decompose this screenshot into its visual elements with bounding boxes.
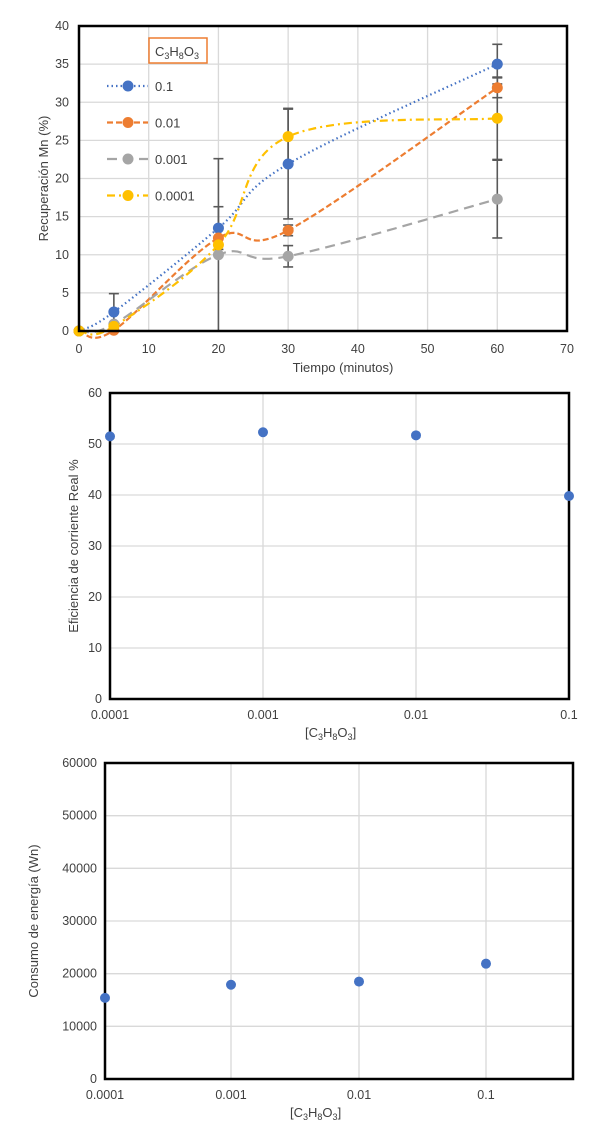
- x-tick-label: 0.1: [477, 1088, 494, 1102]
- y-axis-title: Consumo de energía (Wn): [26, 844, 41, 997]
- y-tick-label: 40000: [62, 861, 97, 875]
- data-point: [411, 430, 421, 441]
- x-tick-label: 50: [421, 342, 435, 356]
- legend: C3H8O3 0.1 0.01 0.001 0.0001: [107, 37, 208, 204]
- legend-title-box: [148, 37, 208, 64]
- legend-marker: [122, 190, 134, 201]
- data-point: [100, 992, 110, 1003]
- y-tick-label: 40: [55, 19, 69, 33]
- y-tick-label: 60: [88, 386, 102, 400]
- data-point: [354, 976, 364, 987]
- legend-title: C3H8O3: [155, 44, 199, 61]
- data-point: [226, 979, 236, 990]
- data-point: [491, 193, 503, 205]
- plot-frame: [77, 24, 569, 333]
- data-point: [491, 82, 503, 94]
- recovery-line-chart: 0 5 10 15 20 25 30 35 40 0 10 20 30 40 50 60 70 Tiempo (m…: [36, 19, 574, 375]
- x-tick-label: 40: [351, 342, 365, 356]
- data-point: [108, 320, 120, 332]
- y-tick-label: 20: [55, 172, 69, 186]
- legend-marker: [122, 80, 134, 92]
- x-tick-label: 10: [142, 342, 156, 356]
- y-tick-label: 30000: [62, 914, 97, 928]
- legend-label: 0.01: [155, 116, 180, 131]
- x-tick-label: 20: [211, 342, 225, 356]
- x-tick-label: 70: [560, 342, 574, 356]
- plot-frame: [108, 391, 571, 701]
- data-point: [491, 58, 503, 70]
- data-point: [212, 249, 224, 261]
- y-tick-label: 10: [88, 641, 102, 655]
- x-tick-label: 0.01: [404, 708, 428, 722]
- data-point: [564, 491, 574, 502]
- x-axis-title: [C3H8O3]: [290, 1105, 341, 1122]
- x-axis-title: [C3H8O3]: [305, 725, 356, 742]
- y-tick-label: 5: [62, 286, 69, 300]
- y-tick-label: 30: [55, 95, 69, 109]
- data-point: [212, 222, 224, 234]
- x-axis-title: Tiempo (minutos): [293, 360, 394, 375]
- legend-label: 0.1: [155, 79, 173, 94]
- data-point: [108, 306, 120, 318]
- data-point: [282, 158, 294, 170]
- legend-marker: [122, 117, 134, 128]
- data-point: [105, 431, 115, 442]
- x-tick-label: 0.001: [247, 708, 278, 722]
- data-point: [282, 250, 294, 262]
- x-tick-label: 0.01: [347, 1088, 371, 1102]
- plot-area: [110, 393, 569, 699]
- legend-label: 0.001: [155, 152, 188, 167]
- plot-area: [73, 26, 567, 339]
- x-tick-label: 0.0001: [86, 1088, 124, 1102]
- y-tick-label: 0: [90, 1072, 97, 1086]
- y-tick-label: 20000: [62, 967, 97, 981]
- y-tick-label: 35: [55, 57, 69, 71]
- x-tick-label: 0.001: [215, 1088, 246, 1102]
- y-tick-label: 10: [55, 248, 69, 262]
- plot-frame: [103, 761, 575, 1081]
- plot-area: [105, 763, 573, 1079]
- data-point: [212, 239, 224, 251]
- y-tick-label: 50: [88, 437, 102, 451]
- current-efficiency-scatter-chart: 0 10 20 30 40 50 60 0.0001 0.001 0.01 0.1 [C3H8O3] E…: [66, 386, 578, 742]
- y-axis-title: Recuperación Mn (%): [36, 116, 51, 242]
- y-tick-label: 30: [88, 539, 102, 553]
- y-tick-label: 0: [95, 692, 102, 706]
- data-point: [282, 131, 294, 143]
- data-point: [258, 427, 268, 438]
- y-tick-label: 15: [55, 210, 69, 224]
- y-axis-title: Eficiencia de corriente Real %: [66, 459, 81, 633]
- legend-marker: [122, 153, 134, 165]
- x-tick-label: 60: [490, 342, 504, 356]
- y-tick-label: 40: [88, 488, 102, 502]
- data-point: [491, 112, 503, 124]
- x-tick-label: 0.0001: [91, 708, 129, 722]
- legend-label: 0.0001: [155, 189, 195, 204]
- y-tick-label: 0: [62, 324, 69, 338]
- data-point: [282, 224, 294, 236]
- x-tick-label: 30: [281, 342, 295, 356]
- data-point: [481, 958, 491, 969]
- energy-consumption-scatter-chart: 0 10000 20000 30000 40000 50000 60000 0.0001 0.0…: [26, 756, 575, 1122]
- y-tick-label: 50000: [62, 809, 97, 823]
- y-tick-label: 20: [88, 590, 102, 604]
- x-tick-label: 0.1: [560, 708, 577, 722]
- y-tick-label: 10000: [62, 1019, 97, 1033]
- y-tick-label: 25: [55, 133, 69, 147]
- x-tick-label: 0: [76, 342, 83, 356]
- y-tick-label: 60000: [62, 756, 97, 770]
